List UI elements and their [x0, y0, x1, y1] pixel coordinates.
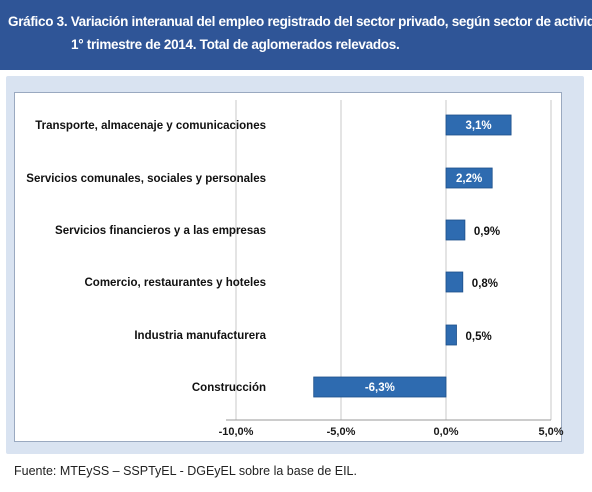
data-label: 0,8%: [472, 278, 498, 290]
bar: [445, 271, 464, 293]
bar: [445, 114, 512, 136]
category-label: Servicios financieros y a las empresas: [55, 225, 266, 237]
bar: [445, 324, 457, 346]
category-label: Servicios comunales, sociales y personal…: [26, 173, 266, 185]
category-label: Comercio, restaurantes y hoteles: [84, 277, 266, 289]
bar: [445, 167, 493, 189]
x-tick-label: 0,0%: [433, 426, 458, 438]
data-label: 3,1%: [465, 120, 491, 132]
bar: [313, 376, 447, 398]
category-label: Industria manufacturera: [134, 330, 266, 342]
chart-title-line2: 1° trimestre de 2014. Total de aglomerad…: [71, 37, 400, 52]
x-tick-label: -10,0%: [219, 426, 254, 438]
x-tick-label: 5,0%: [538, 426, 563, 438]
x-tick-label: -5,0%: [327, 426, 356, 438]
plot-area: [14, 92, 562, 442]
category-label: Transporte, almacenaje y comunicaciones: [35, 120, 266, 132]
chart-header: Gráfico 3. Variación interanual del empl…: [0, 0, 592, 70]
data-label: 0,9%: [474, 226, 500, 238]
data-label: 2,2%: [456, 173, 482, 185]
source-note: Fuente: MTEySS – SSPTyEL - DGEyEL sobre …: [14, 464, 357, 478]
category-label: Construcción: [192, 382, 266, 394]
bar: [445, 219, 466, 241]
data-label: 0,5%: [466, 331, 492, 343]
data-label: -6,3%: [365, 382, 395, 394]
chart-title-line1: Gráfico 3. Variación interanual del empl…: [8, 14, 592, 29]
